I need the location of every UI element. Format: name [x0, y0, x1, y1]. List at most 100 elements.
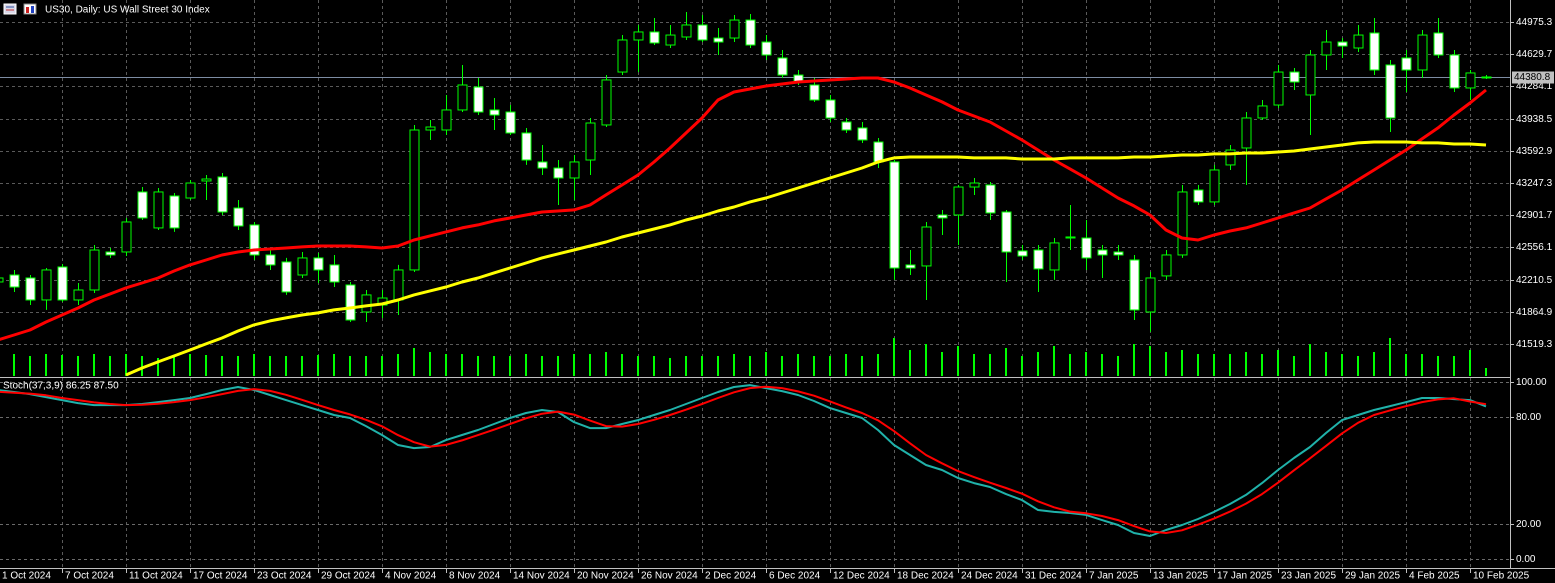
- candle-body: [1417, 34, 1428, 71]
- icon: [26, 7, 29, 13]
- candle-body: [649, 31, 660, 44]
- candle-body: [201, 178, 212, 182]
- candle-body: [537, 161, 548, 169]
- candle-body: [425, 126, 436, 131]
- y-tick-label: 100.00: [1516, 377, 1547, 388]
- x-tick-label: 31 Dec 2024: [1025, 571, 1082, 582]
- candle-body: [457, 84, 468, 111]
- volume-bar: [1405, 354, 1407, 376]
- volume-bar: [1453, 356, 1455, 376]
- volume-bar: [957, 346, 959, 376]
- volume-bar: [45, 354, 47, 376]
- candle-body: [1225, 149, 1236, 166]
- volume-bar: [717, 356, 719, 376]
- x-tick-label: 24 Dec 2024: [961, 571, 1018, 582]
- candle-body: [1145, 277, 1156, 313]
- volume-bar: [333, 354, 335, 376]
- candle-body: [345, 284, 356, 321]
- candle-body: [1097, 249, 1108, 256]
- volume-bar: [541, 356, 543, 376]
- volume-bar: [1421, 354, 1423, 376]
- volume-bar: [845, 354, 847, 376]
- candle-body: [1481, 76, 1492, 79]
- volume-bar: [1053, 346, 1055, 376]
- x-tick-label: 13 Jan 2025: [1153, 571, 1208, 582]
- candle-body: [281, 261, 292, 293]
- volume-bar: [477, 356, 479, 376]
- volume-bar: [1069, 354, 1071, 376]
- candle-body: [1337, 41, 1348, 47]
- candle-body: [633, 31, 644, 41]
- indicator-line: [0, 384, 1487, 537]
- x-tick-label: 12 Dec 2024: [833, 571, 890, 582]
- indicator-line: [125, 140, 1487, 376]
- candle-body: [969, 182, 980, 188]
- y-tick-label: 20.00: [1516, 519, 1541, 530]
- icon: [23, 3, 37, 15]
- volume-bar: [1485, 368, 1487, 376]
- candle-body: [665, 34, 676, 46]
- volume-bar: [1005, 348, 1007, 376]
- volume-bar: [877, 354, 879, 376]
- candle-body: [1161, 254, 1172, 277]
- volume-bar: [669, 358, 671, 376]
- volume-bar: [733, 354, 735, 376]
- x-tick-label: 17 Jan 2025: [1217, 571, 1272, 582]
- candle-body: [1241, 117, 1252, 149]
- candle-body: [1273, 71, 1284, 106]
- candle-body: [249, 224, 260, 256]
- volume-bar: [1165, 352, 1167, 376]
- candle-body: [329, 264, 340, 283]
- candle-body: [1209, 169, 1220, 203]
- candle-body: [297, 257, 308, 276]
- candle-body: [777, 57, 788, 76]
- x-tick-label: 14 Nov 2024: [513, 571, 570, 582]
- last-price-box: [1512, 71, 1554, 84]
- volume-bar: [13, 354, 15, 376]
- volume-bar: [1117, 356, 1119, 376]
- candle-body: [233, 207, 244, 227]
- candle-body: [473, 86, 484, 113]
- volume-bar: [269, 356, 271, 376]
- stochastic-panel: [0, 384, 1487, 537]
- candle-body: [1257, 105, 1268, 119]
- volume-bar: [509, 356, 511, 376]
- indicator-title: Stoch(37,3,9) 86.25 87.50: [3, 381, 119, 392]
- volume-bar: [1437, 356, 1439, 376]
- volume-bar: [301, 356, 303, 376]
- candle-body: [745, 19, 756, 46]
- candle-body: [1401, 57, 1412, 71]
- volume-bar: [1133, 344, 1135, 376]
- candle-body: [1289, 71, 1300, 83]
- volume-bar: [1197, 354, 1199, 376]
- volume-bar: [685, 356, 687, 376]
- candle-body: [953, 186, 964, 216]
- volume-bar: [93, 354, 95, 376]
- volume-bar: [1037, 352, 1039, 376]
- candle-body: [1369, 32, 1380, 71]
- volume-bar: [1149, 346, 1151, 376]
- x-tick-label: 6 Dec 2024: [769, 571, 821, 582]
- volume-bar: [461, 354, 463, 376]
- candle-body: [985, 184, 996, 214]
- volume-bar: [1021, 356, 1023, 376]
- volume-bar: [813, 356, 815, 376]
- volume-bar: [125, 354, 127, 376]
- y-tick-label: 44629.7: [1516, 49, 1553, 60]
- candle-body: [729, 19, 740, 39]
- candle-body: [585, 122, 596, 161]
- candle-body: [905, 264, 916, 269]
- candle-body: [1065, 236, 1076, 239]
- x-tick-label: 17 Oct 2024: [193, 571, 248, 582]
- y-tick-label: 43938.5: [1516, 114, 1553, 125]
- x-tick-label: 20 Nov 2024: [577, 571, 634, 582]
- volume-bar: [941, 352, 943, 376]
- candle-body: [313, 257, 324, 271]
- candle-body: [57, 266, 68, 301]
- volume-bar: [1213, 354, 1215, 376]
- candle-body: [1385, 64, 1396, 119]
- candle-body: [1193, 189, 1204, 203]
- volume-bar: [1373, 352, 1375, 376]
- candle-body: [1433, 32, 1444, 56]
